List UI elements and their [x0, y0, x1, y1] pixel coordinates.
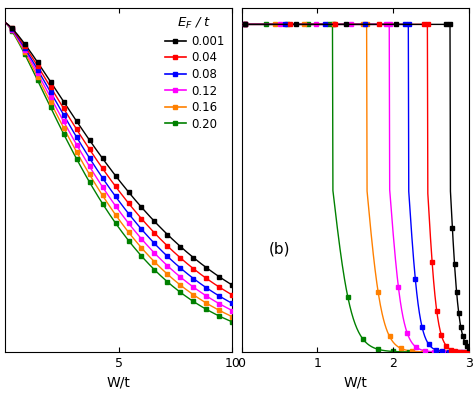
Legend: 0.001, 0.04, 0.08, 0.12, 0.16, 0.20: 0.001, 0.04, 0.08, 0.12, 0.16, 0.20 [163, 14, 227, 133]
X-axis label: W/t: W/t [344, 376, 367, 390]
Text: (b): (b) [269, 241, 291, 256]
X-axis label: W/t: W/t [107, 376, 130, 390]
